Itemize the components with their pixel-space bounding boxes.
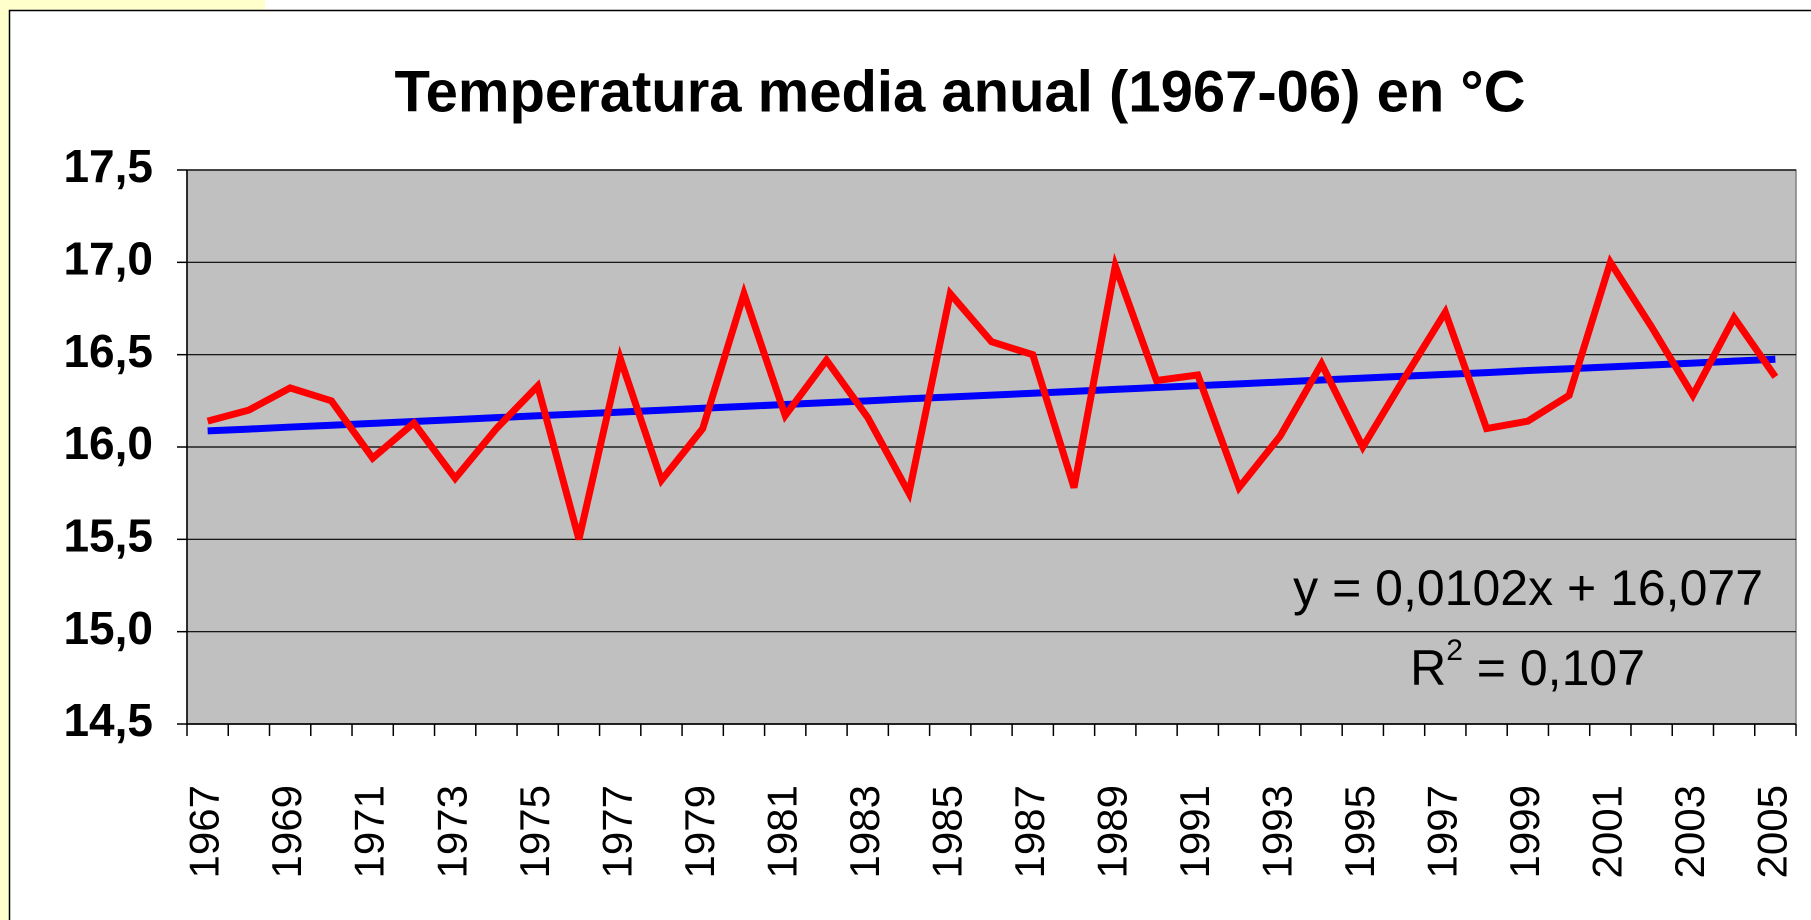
x-tick-label: 1969	[263, 785, 310, 878]
background-strip	[0, 0, 265, 12]
y-tick-label: 16,0	[63, 417, 153, 469]
x-tick-label: 1975	[511, 785, 558, 878]
x-tick-label: 2003	[1666, 785, 1713, 878]
x-tick-label: 1967	[181, 785, 228, 878]
x-tick-label: 1989	[1088, 785, 1135, 878]
y-tick-label: 14,5	[63, 694, 153, 746]
x-tick-label: 1977	[593, 785, 640, 878]
y-tick-label: 17,5	[63, 140, 153, 192]
x-tick-label: 1991	[1171, 785, 1218, 878]
background-strip	[0, 0, 9, 920]
x-tick-label: 1981	[758, 785, 805, 878]
y-tick-label: 15,5	[63, 509, 153, 561]
x-tick-label: 1993	[1253, 785, 1300, 878]
x-tick-label: 2005	[1748, 785, 1795, 878]
y-tick-label: 17,0	[63, 232, 153, 284]
x-tick-label: 1973	[428, 785, 475, 878]
y-tick-label: 16,5	[63, 325, 153, 377]
r-squared-rest: = 0,107	[1463, 640, 1645, 696]
trend-equation: y = 0,0102x + 16,077	[1293, 560, 1763, 616]
r-squared-superscript: 2	[1446, 634, 1463, 667]
x-tick-label: 1999	[1501, 785, 1548, 878]
data-line	[207, 355, 1776, 435]
x-tick-label: 1997	[1418, 785, 1465, 878]
r-squared-base: R	[1410, 640, 1446, 696]
x-tick-label: 1971	[346, 785, 393, 878]
x-tick-label: 1985	[923, 785, 970, 878]
x-tick-label: 1995	[1336, 785, 1383, 878]
r-squared: R2 = 0,107	[1410, 634, 1645, 696]
data-line	[206, 252, 1779, 541]
x-tick-label: 2001	[1583, 785, 1630, 878]
x-tick-label: 1987	[1006, 785, 1053, 878]
x-tick-label: 1983	[841, 785, 888, 878]
chart-title: Temperatura media anual (1967-06) en °C	[395, 59, 1526, 124]
x-tick-label: 1979	[676, 785, 723, 878]
y-tick-label: 15,0	[63, 602, 153, 654]
